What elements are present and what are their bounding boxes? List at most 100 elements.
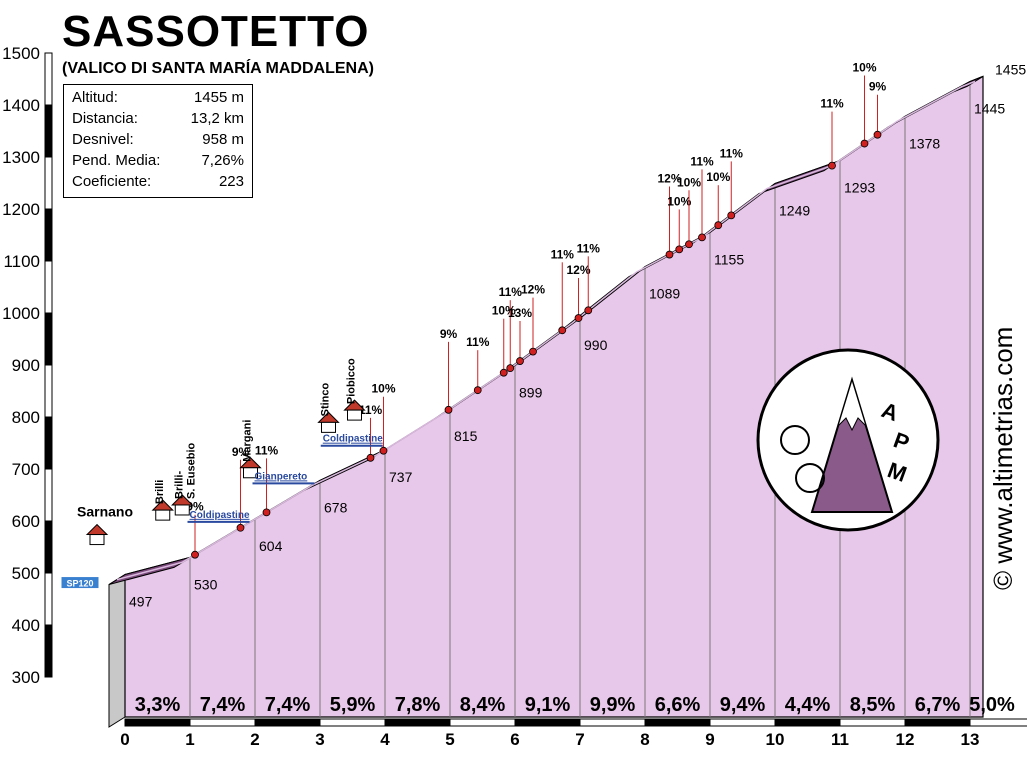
altitude-label: 1293 xyxy=(844,180,875,196)
house-icon xyxy=(155,509,171,521)
steep-marker-dot xyxy=(444,405,453,414)
y-axis-segment xyxy=(44,208,53,262)
x-axis-segment xyxy=(839,718,906,727)
x-axis-segment xyxy=(514,718,581,727)
x-axis-segment xyxy=(384,718,451,727)
altitude-label: 1445 xyxy=(974,101,1005,117)
steep-marker-dot xyxy=(698,233,706,242)
place-name-line: Stinco xyxy=(320,382,332,416)
stat-value: 7,26% xyxy=(201,152,244,169)
road-labels: SP120 Coldipastine Gianpereto Coldipastine xyxy=(60,434,383,590)
steep-marker-dot xyxy=(714,221,723,230)
gradient-label: 5,0% xyxy=(969,694,1015,716)
x-tick-label: 9 xyxy=(705,730,714,749)
x-axis-segment xyxy=(644,718,711,727)
steep-marker-dot xyxy=(558,326,567,335)
steep-marker-label: 10% xyxy=(677,175,701,189)
altitude-label: 1455 xyxy=(995,61,1026,77)
profile-side-wall xyxy=(108,573,126,728)
altitude-labels: 497 530 604 678 737 815 899 990 1089 1155 1249 1293… xyxy=(129,61,1026,609)
steep-marker-label: 10% xyxy=(852,61,876,75)
gradient-label: 7,8% xyxy=(395,694,441,716)
x-axis-segment xyxy=(709,718,776,727)
apm-logo: APM xyxy=(756,348,940,532)
gradient-label: 7,4% xyxy=(200,694,246,716)
stat-label: Distancia: xyxy=(72,110,138,127)
steep-marker-label: 11% xyxy=(690,154,714,168)
y-tick-label: 1200 xyxy=(2,200,40,219)
cyclist-icon xyxy=(780,425,810,455)
steep-marker-label: 11% xyxy=(466,335,490,349)
house-icon xyxy=(85,523,109,536)
steep-marker-label: 9% xyxy=(869,80,887,94)
stat-value: 223 xyxy=(218,173,244,190)
x-tick-label: 8 xyxy=(640,730,649,749)
y-axis-segment xyxy=(44,312,53,366)
stat-elevation-gain: Desnivel: 958 m xyxy=(72,131,244,152)
x-axis-segment xyxy=(774,718,841,727)
x-tick-label: 10 xyxy=(766,730,785,749)
y-axis-segment xyxy=(44,156,53,210)
altitude-label: 678 xyxy=(324,499,348,515)
y-tick-label: 1500 xyxy=(2,44,40,63)
y-tick-label: 1300 xyxy=(2,148,40,167)
y-axis: 300 400 500 600 700 800 900 1000 1100 1200 1300 140… xyxy=(2,44,53,687)
y-tick-label: 1100 xyxy=(3,252,40,271)
steep-marker-dot xyxy=(529,347,537,356)
x-tick-label: 3 xyxy=(315,730,324,749)
x-tick-label: 13 xyxy=(961,730,980,749)
steep-marker-label: 11% xyxy=(820,97,844,111)
steep-marker-dot xyxy=(584,306,593,315)
place-name: Margani xyxy=(242,420,254,462)
y-tick-label: 600 xyxy=(12,512,40,531)
mountain-snow-icon xyxy=(837,378,867,432)
x-tick-label: 1 xyxy=(185,730,194,749)
steep-marker-dot xyxy=(685,240,693,249)
steep-marker-label: 10% xyxy=(706,170,730,184)
altitude-label: 530 xyxy=(194,576,218,592)
gradient-label: 7,4% xyxy=(265,694,311,716)
mountain-icon xyxy=(810,376,894,513)
place-name-line: Margani xyxy=(242,420,254,462)
page-title: SASSOTETTO xyxy=(62,7,370,56)
gradient-label: 8,4% xyxy=(460,694,506,716)
y-tick-label: 700 xyxy=(12,460,40,479)
place-name: Piobicco xyxy=(346,358,358,404)
stat-altitude: Altitud: 1455 m xyxy=(72,89,244,110)
steep-marker-dot xyxy=(379,446,388,455)
steep-marker-dot xyxy=(860,139,869,148)
y-tick-label: 500 xyxy=(12,564,40,583)
altitude-label: 604 xyxy=(259,538,283,554)
house-icon xyxy=(89,534,105,546)
x-tick-label: 12 xyxy=(896,730,915,749)
steep-marker-label: 12% xyxy=(566,263,590,277)
house-icon xyxy=(347,409,362,421)
altitude-label: 1155 xyxy=(714,251,744,267)
x-axis-segment xyxy=(904,718,971,727)
road-label: Gianpereto xyxy=(255,471,308,482)
stat-label: Desnivel: xyxy=(72,131,134,148)
stat-avg-gradient: Pend. Media: 7,26% xyxy=(72,152,244,173)
steep-marker-label: 11% xyxy=(359,403,383,417)
steep-marker-dot xyxy=(366,453,375,462)
gradient-label: 4,4% xyxy=(785,694,831,716)
x-tick-label: 6 xyxy=(510,730,519,749)
steep-marker-label: 13% xyxy=(508,306,532,320)
altitude-label: 497 xyxy=(129,594,153,610)
y-tick-label: 1000 xyxy=(2,304,40,323)
stats-box: Altitud: 1455 m Distancia: 13,2 km Desni… xyxy=(63,84,253,198)
altitude-label: 1089 xyxy=(649,286,680,302)
steep-marker-label: 10% xyxy=(667,194,691,208)
steep-marker-dot xyxy=(665,250,674,259)
stat-coefficient: Coeficiente: 223 xyxy=(72,173,244,194)
place-name: Brilli xyxy=(154,480,166,504)
y-tick-label: 400 xyxy=(12,616,40,635)
y-tick-label: 1400 xyxy=(2,96,40,115)
y-axis-segment xyxy=(44,416,53,470)
place-name-line: Brilli- xyxy=(173,471,185,499)
house-icon xyxy=(321,421,336,433)
altitude-label: 1249 xyxy=(779,203,810,219)
gradient-label: 3,3% xyxy=(135,694,181,716)
x-axis-segment xyxy=(969,718,1027,727)
